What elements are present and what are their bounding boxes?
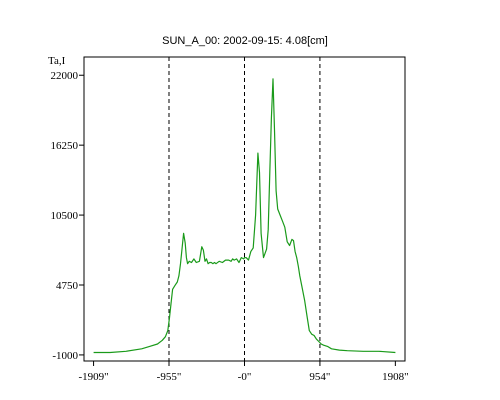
x-tick-label: 1908" bbox=[382, 371, 409, 383]
x-tick-label: -1909" bbox=[78, 371, 108, 383]
y-tick-label: -1000 bbox=[52, 350, 78, 362]
y-tick-label: 16250 bbox=[51, 140, 79, 152]
y-tick-label: 10500 bbox=[51, 210, 79, 222]
series-line bbox=[93, 78, 396, 354]
x-tick-label: 954" bbox=[309, 371, 330, 383]
reference-lines bbox=[168, 57, 321, 361]
series-layer bbox=[93, 78, 396, 354]
chart-title: SUN_A_00: 2002-09-15: 4.08[cm] bbox=[162, 35, 328, 47]
x-tick-label: -0" bbox=[238, 371, 252, 383]
x-tick-label: -955" bbox=[157, 371, 182, 383]
y-tick-label: 22000 bbox=[51, 70, 79, 82]
y-axis-label: Ta,I bbox=[48, 55, 66, 67]
y-tick-label: 4750 bbox=[56, 280, 79, 292]
axis-ticks: -1000 4750 10500 16250 22000 -1909" -955" -0" 95… bbox=[51, 70, 409, 383]
